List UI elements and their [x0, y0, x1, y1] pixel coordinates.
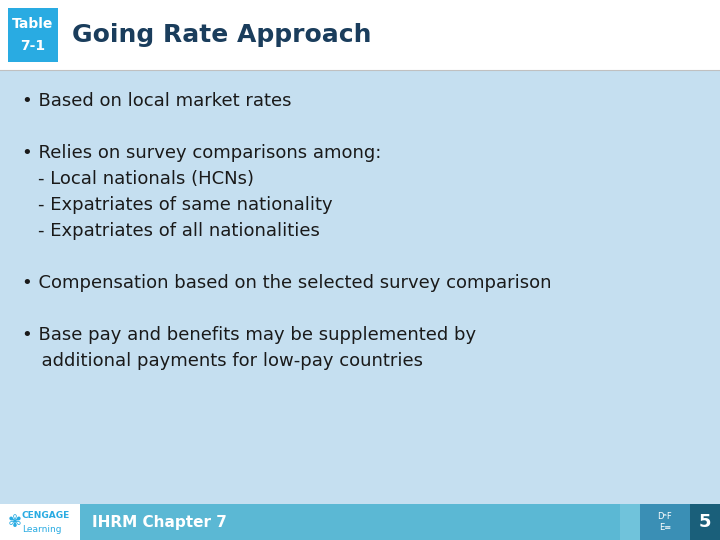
- Bar: [0, 504, 80, 540]
- Text: • Compensation based on the selected survey comparison: • Compensation based on the selected sur…: [22, 274, 552, 292]
- Text: Learning: Learning: [22, 525, 61, 535]
- Text: - Expatriates of same nationality: - Expatriates of same nationality: [38, 196, 333, 214]
- Text: • Relies on survey comparisons among:: • Relies on survey comparisons among:: [22, 144, 382, 162]
- Bar: [8, 8, 58, 62]
- Bar: [0, 70, 720, 504]
- Text: 7-1: 7-1: [20, 39, 45, 53]
- Text: IHRM Chapter 7: IHRM Chapter 7: [92, 515, 227, 530]
- Text: - Local nationals (HCNs): - Local nationals (HCNs): [38, 170, 254, 188]
- Bar: [640, 504, 690, 540]
- Text: - Expatriates of all nationalities: - Expatriates of all nationalities: [38, 222, 320, 240]
- Text: additional payments for low-pay countries: additional payments for low-pay countrie…: [30, 352, 423, 370]
- Bar: [0, 0, 720, 70]
- Bar: [0, 504, 720, 540]
- Bar: [690, 504, 720, 540]
- Text: 5: 5: [698, 513, 711, 531]
- Text: DᵃF
E≡: DᵃF E≡: [657, 512, 672, 532]
- Text: • Base pay and benefits may be supplemented by: • Base pay and benefits may be supplemen…: [22, 326, 476, 344]
- Text: ✾: ✾: [8, 513, 22, 531]
- Text: CENGAGE: CENGAGE: [22, 511, 71, 520]
- Text: Going Rate Approach: Going Rate Approach: [72, 23, 372, 47]
- Text: Table: Table: [12, 17, 54, 31]
- Text: • Based on local market rates: • Based on local market rates: [22, 92, 292, 110]
- Bar: [620, 504, 690, 540]
